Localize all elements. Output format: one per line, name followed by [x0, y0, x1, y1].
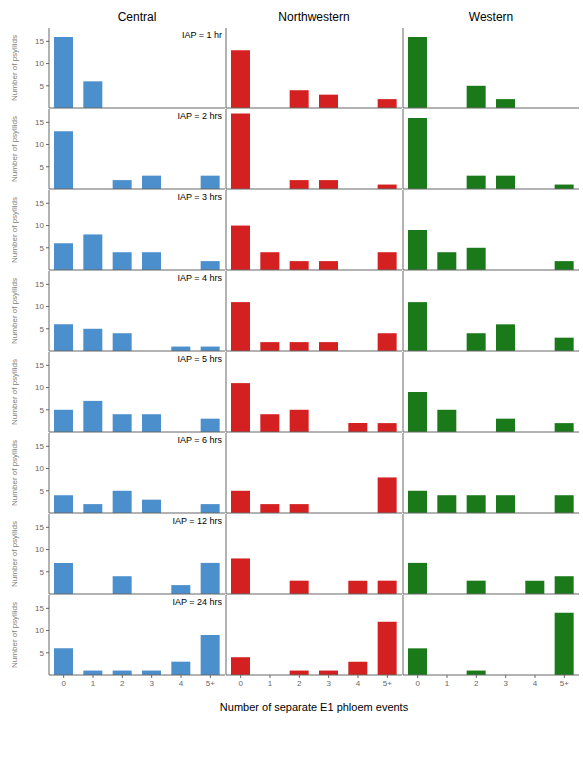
- svg-text:1: 1: [268, 679, 273, 688]
- html-text:Northwestern: Northwestern: [278, 10, 350, 24]
- html-text:Western: Western: [468, 10, 514, 24]
- html-text:IAP = 6 hrs: IAP = 6 hrs: [177, 435, 222, 445]
- svg-text:Number of psyllids: Number of psyllids: [10, 440, 19, 506]
- svg-text:10: 10: [35, 464, 44, 473]
- svg-text:10: 10: [35, 221, 44, 230]
- html-text:IAP = 24 hrs: IAP = 24 hrs: [172, 597, 222, 607]
- svg-text:10: 10: [35, 302, 44, 311]
- svg-text:15: 15: [35, 280, 44, 289]
- svg-text:5: 5: [40, 649, 45, 658]
- svg-text:0: 0: [61, 679, 66, 688]
- svg-text:2: 2: [120, 679, 125, 688]
- svg-text:2: 2: [297, 679, 302, 688]
- html-text:IAP = 5 hrs: IAP = 5 hrs: [177, 354, 222, 364]
- html-text:Central: Central: [117, 10, 157, 24]
- svg-text:10: 10: [35, 545, 44, 554]
- svg-text:1: 1: [91, 679, 96, 688]
- svg-text:5+: 5+: [206, 679, 215, 688]
- svg-text:10: 10: [35, 59, 44, 68]
- svg-text:4: 4: [356, 679, 361, 688]
- html-text:Number of separate E1 phloem e: Number of separate E1 phloem events: [219, 701, 409, 713]
- svg-text:4: 4: [179, 679, 184, 688]
- svg-text:1: 1: [445, 679, 450, 688]
- svg-text:2: 2: [474, 679, 479, 688]
- svg-text:Number of psyllids: Number of psyllids: [10, 602, 19, 668]
- svg-text:10: 10: [35, 140, 44, 149]
- svg-text:4: 4: [533, 679, 538, 688]
- svg-text:3: 3: [149, 679, 154, 688]
- svg-text:5: 5: [40, 82, 45, 91]
- html-text:IAP = 3 hrs: IAP = 3 hrs: [177, 192, 222, 202]
- svg-text:15: 15: [35, 442, 44, 451]
- svg-text:15: 15: [35, 604, 44, 613]
- svg-text:3: 3: [503, 679, 508, 688]
- html-text:IAP = 1 hr: IAP = 1 hr: [181, 30, 222, 40]
- svg-text:5: 5: [40, 163, 45, 172]
- svg-text:3: 3: [326, 679, 331, 688]
- svg-text:Number of psyllids: Number of psyllids: [10, 116, 19, 182]
- svg-text:Number of psyllids: Number of psyllids: [10, 521, 19, 587]
- svg-text:5: 5: [40, 244, 45, 253]
- svg-text:5+: 5+: [560, 679, 569, 688]
- svg-text:Number of psyllids: Number of psyllids: [10, 35, 19, 101]
- html-text:IAP = 4 hrs: IAP = 4 hrs: [177, 273, 222, 283]
- svg-text:Number of psyllids: Number of psyllids: [10, 278, 19, 344]
- svg-text:15: 15: [35, 118, 44, 127]
- svg-text:5: 5: [40, 325, 45, 334]
- svg-text:15: 15: [35, 523, 44, 532]
- svg-text:5+: 5+: [383, 679, 392, 688]
- svg-text:Number of psyllids: Number of psyllids: [10, 359, 19, 425]
- html-text:IAP = 2 hrs: IAP = 2 hrs: [177, 111, 222, 121]
- svg-text:5: 5: [40, 568, 45, 577]
- html-text:IAP = 12 hrs: IAP = 12 hrs: [172, 516, 222, 526]
- svg-text:5: 5: [40, 487, 45, 496]
- svg-text:Number of psyllids: Number of psyllids: [10, 197, 19, 263]
- svg-text:0: 0: [415, 679, 420, 688]
- svg-text:0: 0: [238, 679, 243, 688]
- svg-text:10: 10: [35, 383, 44, 392]
- svg-text:15: 15: [35, 361, 44, 370]
- svg-text:10: 10: [35, 626, 44, 635]
- svg-text:5: 5: [40, 406, 45, 415]
- svg-text:15: 15: [35, 199, 44, 208]
- svg-text:15: 15: [35, 37, 44, 46]
